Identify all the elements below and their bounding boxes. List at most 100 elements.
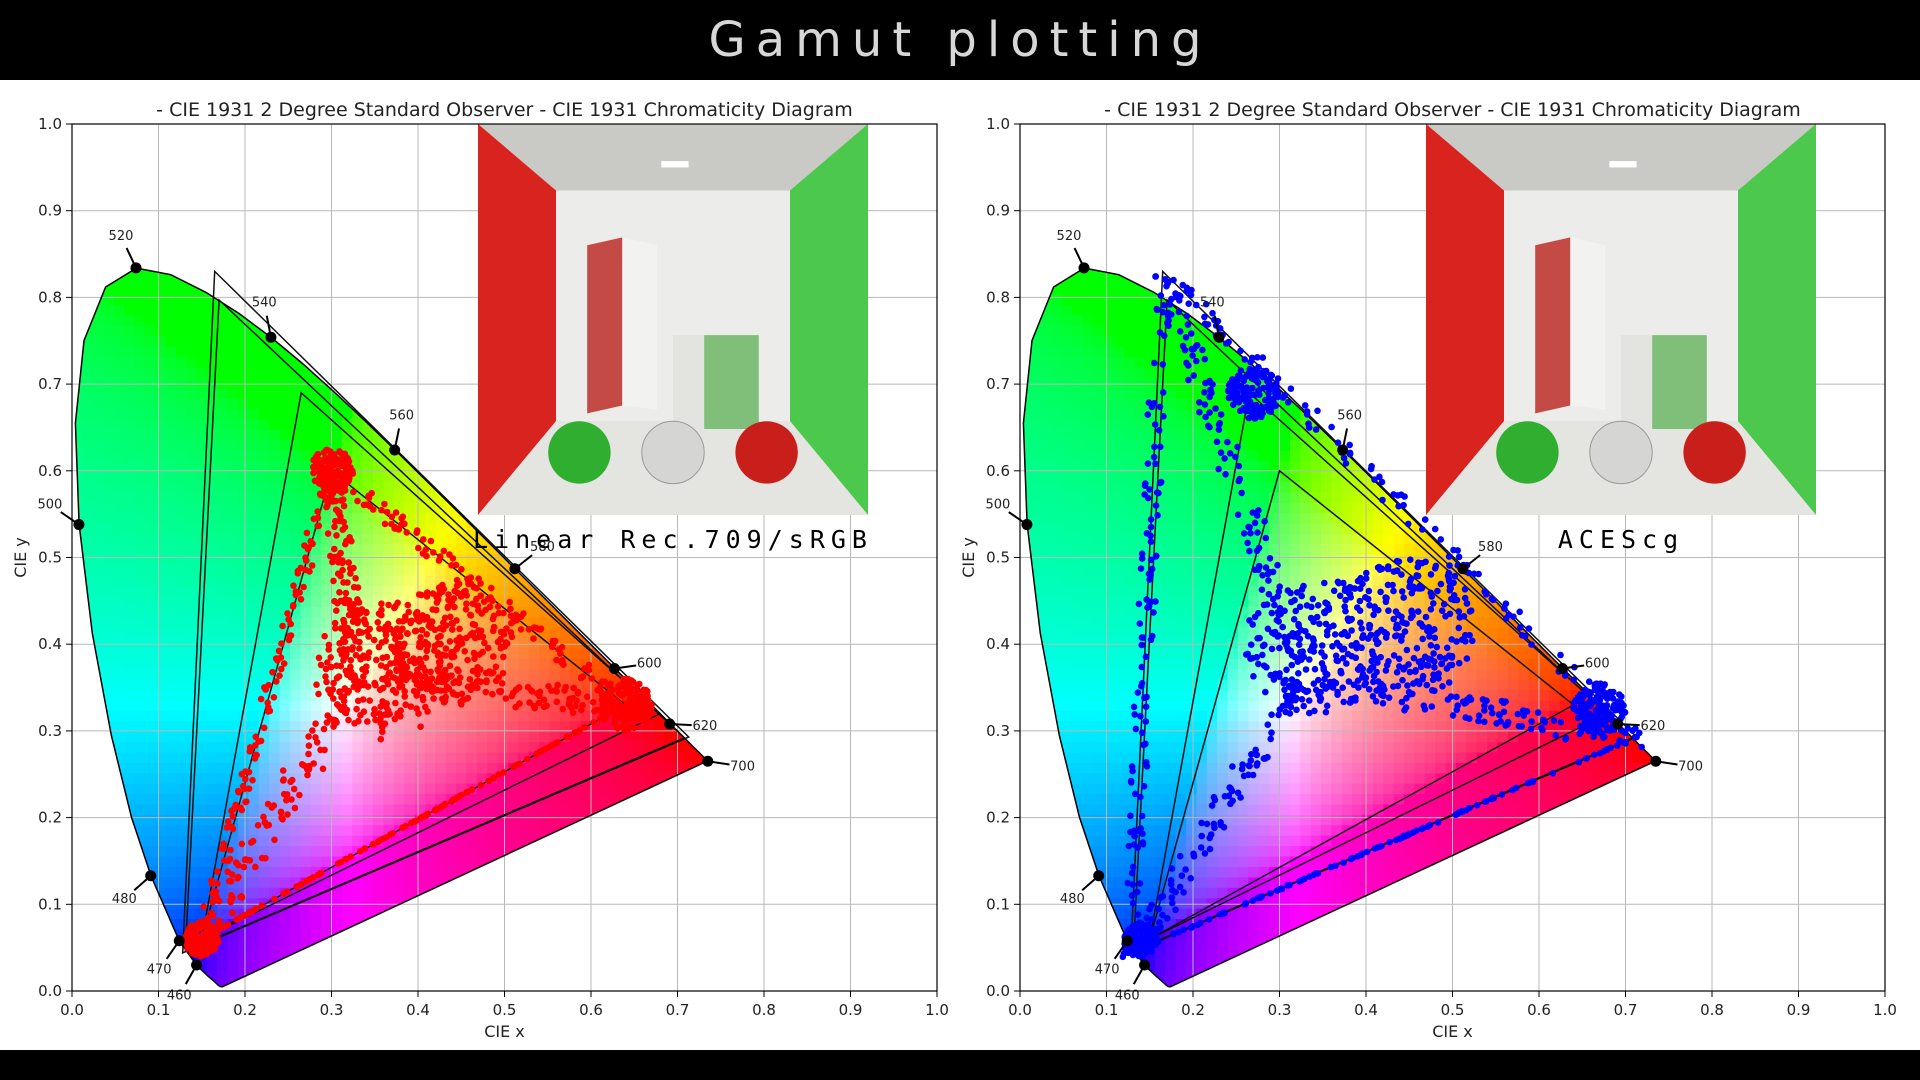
scatter-point bbox=[585, 666, 593, 674]
scatter-point bbox=[340, 703, 348, 710]
green-sphere bbox=[548, 421, 611, 484]
scatter-point bbox=[329, 498, 337, 505]
scatter-point bbox=[1365, 686, 1373, 693]
scatter-point bbox=[241, 785, 248, 793]
scatter-point bbox=[434, 666, 442, 673]
scatter-point bbox=[1258, 893, 1266, 900]
scatter-point bbox=[1406, 668, 1414, 676]
scatter-point bbox=[1140, 782, 1148, 790]
image-pixel-scatter bbox=[1119, 273, 1645, 961]
scatter-point bbox=[1296, 878, 1303, 885]
scatter-point bbox=[270, 694, 278, 701]
scatter-point bbox=[1365, 595, 1372, 603]
scatter-point bbox=[1234, 443, 1241, 451]
scatter-point bbox=[340, 693, 348, 700]
scatter-point bbox=[1376, 684, 1383, 692]
scatter-point bbox=[1404, 682, 1411, 689]
wavelength-dot bbox=[1121, 935, 1133, 947]
scatter-point bbox=[220, 844, 228, 852]
scatter-point bbox=[1201, 313, 1208, 321]
scatter-point bbox=[1458, 808, 1466, 816]
scatter-point bbox=[333, 701, 341, 708]
scatter-point bbox=[1638, 743, 1645, 751]
scatter-point bbox=[329, 558, 336, 566]
scatter-point bbox=[1148, 565, 1156, 573]
scatter-point bbox=[1557, 718, 1565, 726]
scatter-point bbox=[1254, 529, 1261, 536]
scatter-point bbox=[287, 778, 294, 786]
y-tick-label: 0.6 bbox=[986, 462, 1010, 480]
scatter-point bbox=[1187, 924, 1195, 931]
scatter-point bbox=[1265, 577, 1272, 584]
scatter-point bbox=[503, 640, 511, 647]
scatter-point bbox=[413, 705, 420, 712]
scatter-point bbox=[435, 557, 443, 564]
scatter-point bbox=[417, 634, 424, 641]
scatter-point bbox=[310, 515, 318, 523]
wavelength-dot bbox=[1021, 519, 1033, 531]
scatter-point bbox=[1241, 356, 1248, 363]
scatter-point bbox=[642, 689, 650, 697]
wavelength-dot bbox=[702, 755, 714, 767]
scatter-point bbox=[1400, 594, 1407, 601]
scatter-point bbox=[273, 678, 280, 685]
scatter-point bbox=[387, 831, 394, 838]
scatter-point bbox=[345, 716, 352, 724]
scatter-point bbox=[1334, 439, 1342, 447]
scatter-point bbox=[317, 491, 324, 499]
scatter-point bbox=[340, 518, 348, 526]
scatter-point bbox=[552, 686, 560, 694]
scatter-point bbox=[1161, 332, 1168, 340]
scatter-point bbox=[1216, 419, 1223, 427]
scatter-point bbox=[483, 678, 490, 686]
wavelength-label: 500 bbox=[37, 498, 62, 513]
scatter-point bbox=[272, 655, 280, 662]
scatter-point bbox=[300, 583, 307, 591]
scatter-point bbox=[1362, 674, 1370, 681]
scatter-point bbox=[1481, 718, 1488, 726]
scatter-point bbox=[1321, 608, 1328, 616]
gamut-triangle-rec-709 bbox=[1148, 469, 1575, 941]
scatter-point bbox=[467, 612, 475, 619]
scatter-point bbox=[417, 814, 425, 822]
scatter-point bbox=[1224, 438, 1231, 446]
short-box-side bbox=[1652, 335, 1707, 429]
scatter-point bbox=[1349, 854, 1357, 862]
scatter-point bbox=[1445, 553, 1453, 560]
scatter-point bbox=[1475, 712, 1483, 719]
scatter-point bbox=[205, 931, 213, 939]
scatter-point bbox=[475, 607, 482, 614]
scatter-point bbox=[303, 529, 311, 537]
scatter-point bbox=[1385, 607, 1392, 614]
scatter-point bbox=[1317, 688, 1324, 696]
scatter-point bbox=[1419, 526, 1426, 533]
scatter-point bbox=[1230, 401, 1237, 409]
scatter-point bbox=[1206, 393, 1213, 401]
scatter-point bbox=[1185, 376, 1192, 384]
scatter-point bbox=[1196, 399, 1203, 406]
scatter-point bbox=[1197, 844, 1205, 851]
scatter-point bbox=[1398, 698, 1406, 706]
scatter-point bbox=[398, 515, 405, 522]
scatter-point bbox=[429, 590, 437, 597]
scatter-point bbox=[269, 668, 276, 676]
scatter-point bbox=[1430, 671, 1437, 678]
scatter-point bbox=[1324, 600, 1331, 608]
scatter-point bbox=[1307, 614, 1315, 622]
scatter-point bbox=[559, 705, 566, 713]
scatter-point bbox=[1384, 565, 1392, 573]
scatter-point bbox=[403, 529, 411, 536]
scatter-point bbox=[1616, 737, 1623, 744]
wavelength-label: 480 bbox=[112, 892, 137, 907]
scatter-point bbox=[1148, 901, 1155, 909]
scatter-point bbox=[1185, 300, 1192, 307]
scatter-point bbox=[1198, 832, 1205, 840]
scatter-point bbox=[354, 497, 361, 505]
scatter-point bbox=[355, 617, 362, 625]
scatter-point bbox=[1528, 641, 1535, 648]
scatter-point bbox=[332, 625, 339, 632]
scatter-point bbox=[1151, 939, 1158, 946]
scatter-point bbox=[1466, 608, 1474, 615]
scatter-point bbox=[1453, 638, 1460, 645]
scatter-point bbox=[1242, 900, 1250, 907]
